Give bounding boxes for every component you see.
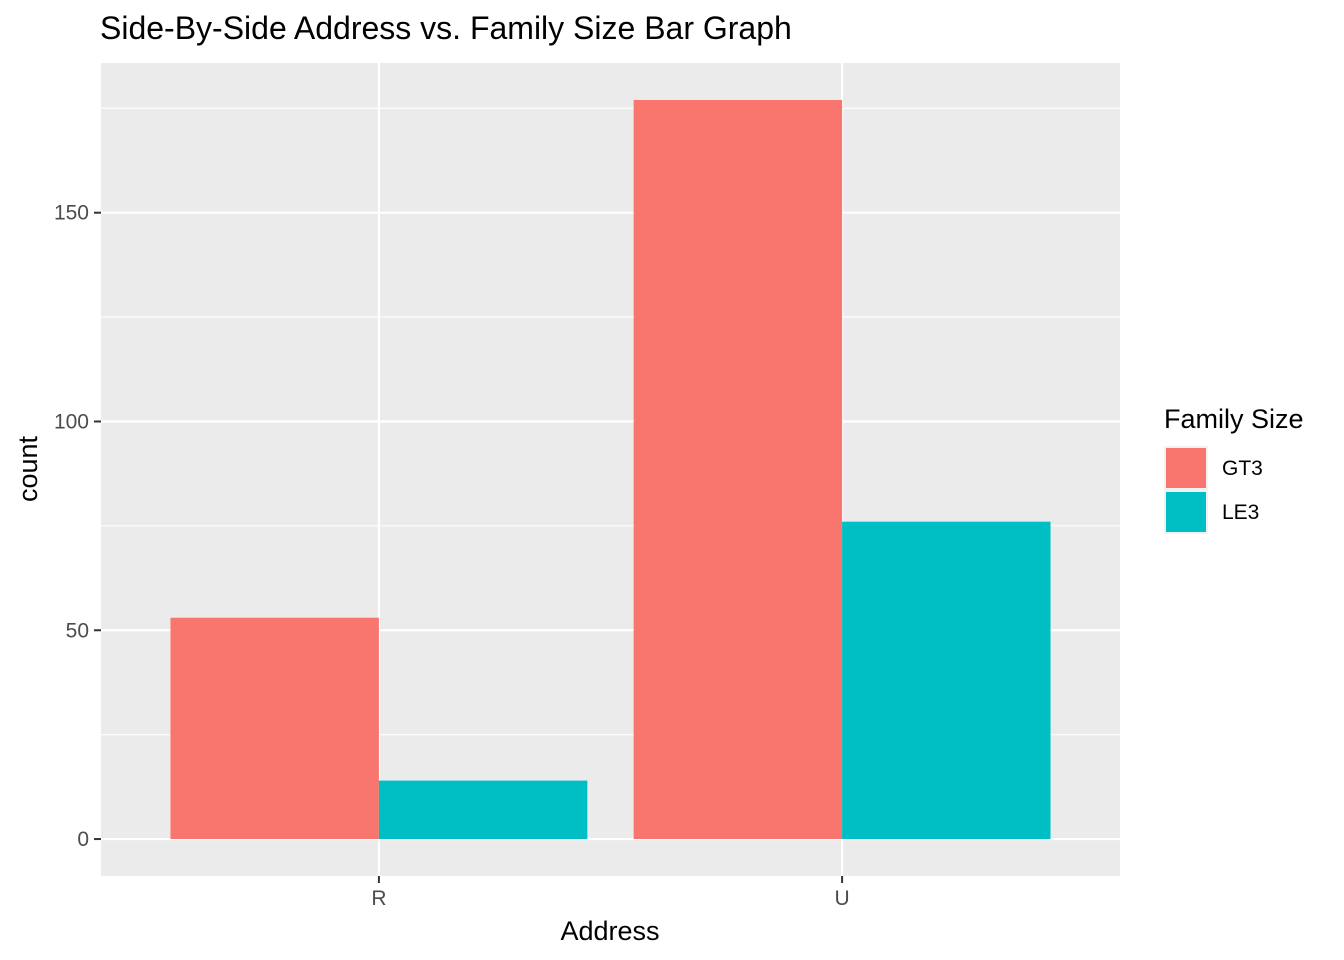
y-tick-label: 150 xyxy=(54,202,89,225)
bar-gt3-u xyxy=(633,99,843,840)
legend-title: Family Size xyxy=(1164,404,1304,434)
x-tick-label: R xyxy=(371,887,386,910)
bars xyxy=(170,99,1051,840)
chart-title: Side-By-Side Address vs. Family Size Bar… xyxy=(100,10,792,46)
y-tick-label: 0 xyxy=(77,828,89,851)
y-tick-label: 100 xyxy=(54,410,89,433)
bar-le3-r xyxy=(378,780,588,840)
legend-label-gt3: GT3 xyxy=(1222,457,1263,480)
bar-gt3-r xyxy=(170,617,379,840)
y-axis: 0 50 100 150 xyxy=(54,202,101,851)
x-tick-label: U xyxy=(835,887,850,910)
legend-label-le3: LE3 xyxy=(1222,501,1259,524)
y-tick-label: 50 xyxy=(66,619,89,642)
bar-le3-u xyxy=(842,521,1051,840)
legend-key-le3 xyxy=(1166,492,1206,532)
legend: Family Size GT3 LE3 xyxy=(1164,404,1304,534)
legend-key-gt3 xyxy=(1166,448,1206,488)
y-axis-title: count xyxy=(13,435,43,502)
x-axis-title: Address xyxy=(560,916,659,946)
